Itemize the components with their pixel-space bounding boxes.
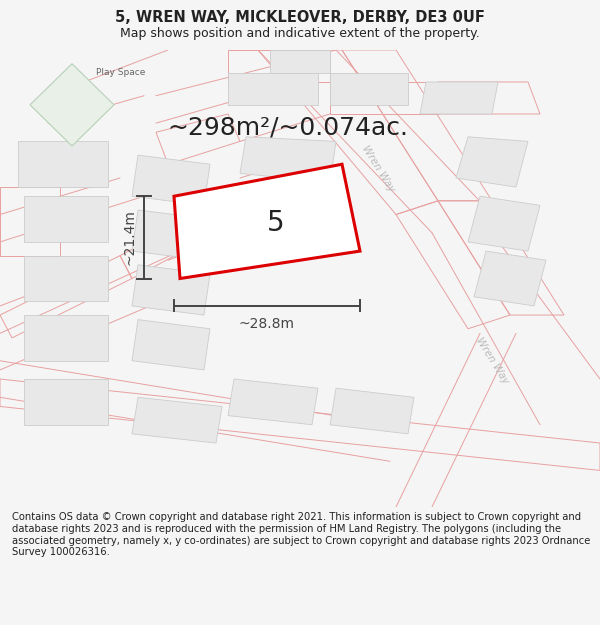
Polygon shape bbox=[240, 137, 336, 182]
Polygon shape bbox=[228, 379, 318, 425]
Polygon shape bbox=[330, 388, 414, 434]
Polygon shape bbox=[24, 379, 108, 425]
Polygon shape bbox=[270, 50, 330, 73]
Polygon shape bbox=[456, 137, 528, 187]
Polygon shape bbox=[132, 265, 210, 315]
Polygon shape bbox=[132, 319, 210, 370]
Text: Wren Way: Wren Way bbox=[360, 144, 396, 194]
Polygon shape bbox=[30, 64, 114, 146]
Polygon shape bbox=[240, 192, 336, 242]
Polygon shape bbox=[132, 155, 210, 206]
Text: ~28.8m: ~28.8m bbox=[239, 318, 295, 331]
Text: ~298m²/~0.074ac.: ~298m²/~0.074ac. bbox=[167, 116, 409, 140]
Text: Play Space: Play Space bbox=[96, 68, 145, 78]
Polygon shape bbox=[24, 315, 108, 361]
Text: Map shows position and indicative extent of the property.: Map shows position and indicative extent… bbox=[120, 27, 480, 40]
Polygon shape bbox=[420, 82, 498, 114]
Text: 5: 5 bbox=[267, 209, 285, 236]
Polygon shape bbox=[18, 141, 108, 187]
Text: ~21.4m: ~21.4m bbox=[123, 209, 137, 265]
Polygon shape bbox=[132, 398, 222, 443]
Polygon shape bbox=[228, 73, 318, 105]
Text: Contains OS data © Crown copyright and database right 2021. This information is : Contains OS data © Crown copyright and d… bbox=[12, 512, 590, 557]
Polygon shape bbox=[132, 210, 210, 260]
Text: 5, WREN WAY, MICKLEOVER, DERBY, DE3 0UF: 5, WREN WAY, MICKLEOVER, DERBY, DE3 0UF bbox=[115, 10, 485, 25]
Polygon shape bbox=[24, 196, 108, 242]
Polygon shape bbox=[174, 164, 360, 279]
Polygon shape bbox=[474, 251, 546, 306]
Polygon shape bbox=[330, 73, 408, 105]
Text: Wren Way: Wren Way bbox=[474, 336, 510, 386]
Polygon shape bbox=[468, 196, 540, 251]
Polygon shape bbox=[24, 256, 108, 301]
